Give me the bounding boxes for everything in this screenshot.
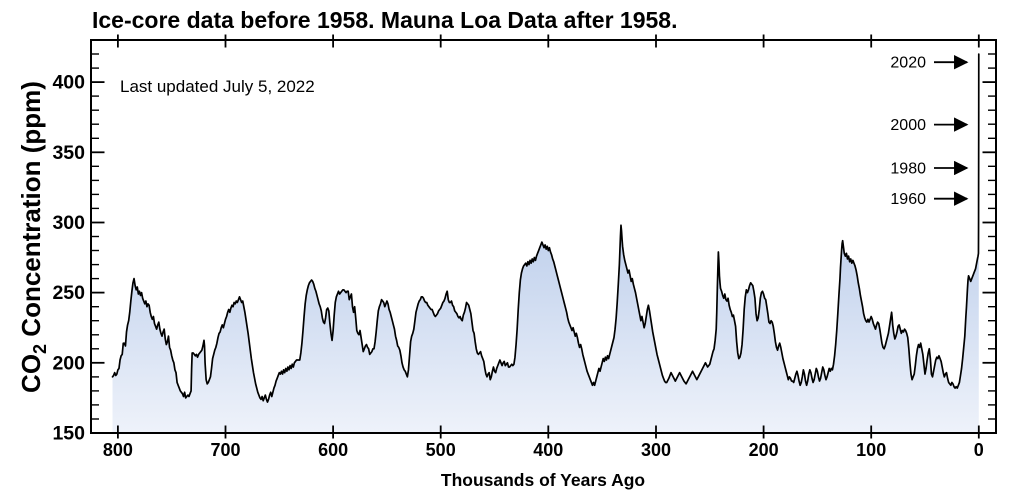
y-axis-label-pre: CO: [16, 354, 46, 393]
y-axis-label-sub: 2: [30, 344, 50, 354]
year-annotations: 2020 2000 1980 1960: [890, 55, 969, 208]
last-updated-note: Last updated July 5, 2022: [120, 77, 315, 96]
y-tick-label-300: 300: [52, 212, 85, 234]
annotation-label-1980: 1980: [890, 161, 926, 178]
axis-ticks: [91, 34, 996, 439]
x-tick-label-100: 100: [856, 440, 886, 460]
y-axis-label: CO2 Concentration (ppm): [16, 81, 50, 393]
x-tick-label-300: 300: [641, 440, 671, 460]
co2-line-path: [111, 53, 980, 403]
y-tick-label-250: 250: [52, 282, 85, 304]
y-tick-label-150: 150: [52, 423, 85, 445]
x-tick-label-800: 800: [103, 440, 133, 460]
x-axis-label: Thousands of Years Ago: [441, 470, 645, 490]
annotation-label-2020: 2020: [890, 55, 926, 72]
annotation-label-2000: 2000: [890, 117, 926, 134]
x-tick-label-500: 500: [426, 440, 456, 460]
y-tick-label-400: 400: [52, 72, 85, 94]
x-tick-label-700: 700: [210, 440, 240, 460]
co2-curve: [111, 53, 980, 403]
co2-area-path: [112, 54, 979, 433]
x-tick-label-600: 600: [318, 440, 348, 460]
y-tick-label-200: 200: [52, 352, 85, 374]
annotation-label-1960: 1960: [890, 191, 926, 208]
x-tick-label-0: 0: [974, 440, 984, 460]
co2-area-fill: [112, 54, 979, 433]
y-tick-label-350: 350: [52, 142, 85, 164]
y-axis-label-post: Concentration (ppm): [16, 81, 46, 344]
x-tick-label-400: 400: [533, 440, 563, 460]
axis-tick-labels: 800 700 600 500 400 300 200 100 0 150 200 250 300 350…: [52, 72, 983, 460]
x-tick-label-200: 200: [749, 440, 779, 460]
chart-title: Ice-core data before 1958. Mauna Loa Dat…: [92, 7, 677, 33]
